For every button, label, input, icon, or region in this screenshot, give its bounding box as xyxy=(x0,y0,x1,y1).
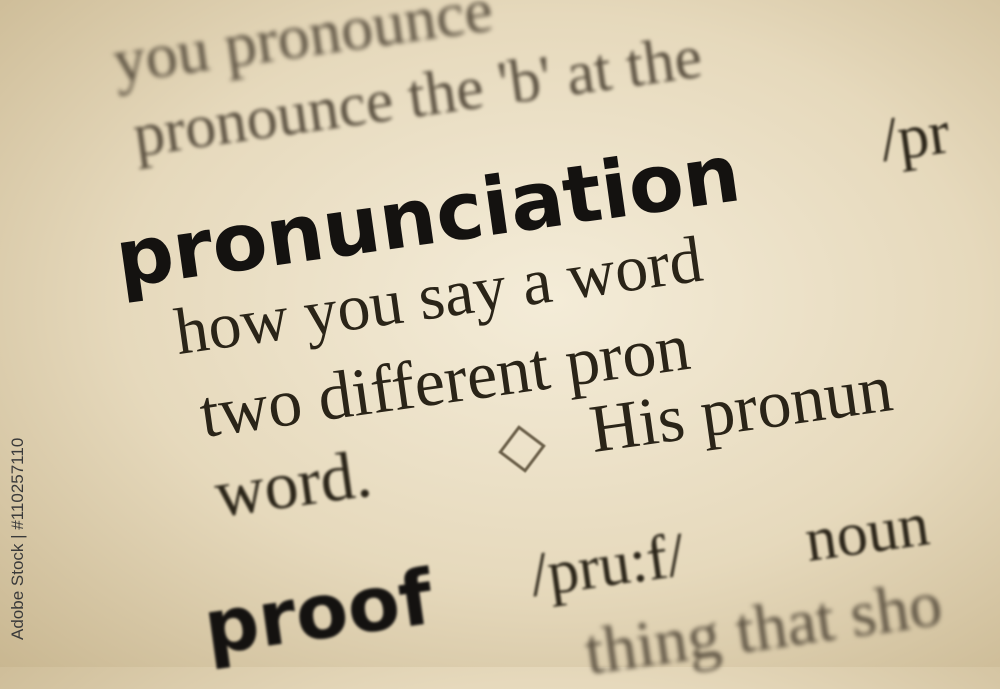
part-of-speech: noun xyxy=(800,490,934,575)
pronunciation-guide: /pru:f/ xyxy=(525,521,689,610)
example-marker xyxy=(498,425,546,473)
watermark: Adobe Stock | #110257110 xyxy=(8,437,27,640)
next-headword: proof xyxy=(198,551,438,672)
pronunciation-guide: /pr xyxy=(875,98,954,175)
text-line: word. xyxy=(209,434,376,532)
